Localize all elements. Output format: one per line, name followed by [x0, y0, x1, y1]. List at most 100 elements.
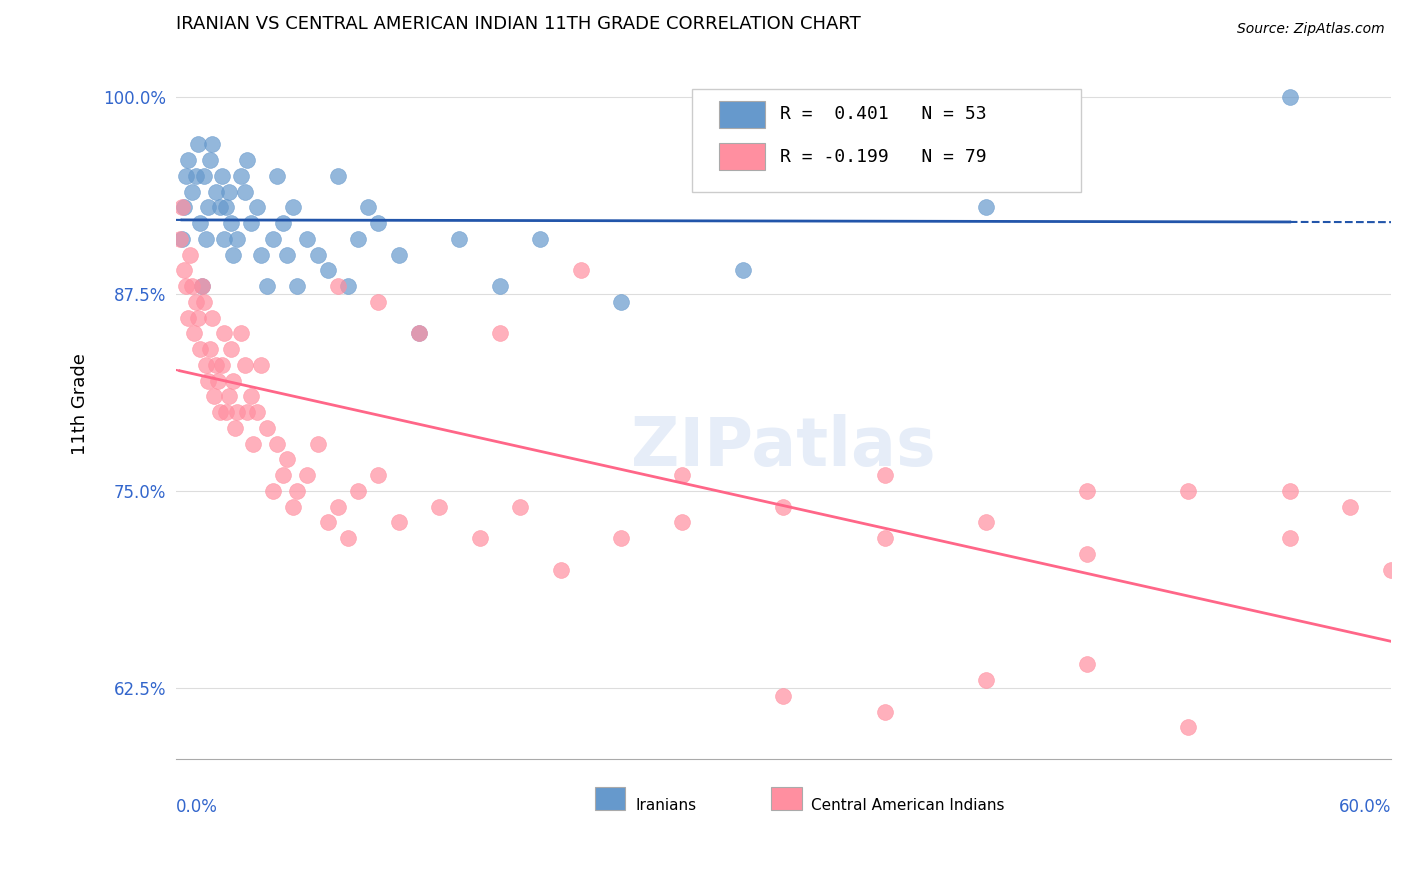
Point	[187, 310, 209, 325]
Point	[218, 389, 240, 403]
Bar	[718, 101, 765, 128]
Point	[256, 279, 278, 293]
Point	[209, 405, 232, 419]
Point	[225, 232, 247, 246]
Point	[1379, 563, 1402, 577]
Point	[297, 232, 319, 246]
Point	[529, 232, 551, 246]
Point	[337, 279, 360, 293]
Text: 60.0%: 60.0%	[1339, 797, 1391, 816]
Point	[610, 531, 633, 545]
Text: R = -0.199   N = 79: R = -0.199 N = 79	[780, 148, 987, 166]
Text: Iranians: Iranians	[636, 797, 696, 813]
Point	[285, 279, 308, 293]
Point	[1177, 483, 1199, 498]
Point	[211, 358, 233, 372]
Point	[200, 153, 222, 168]
Point	[191, 279, 214, 293]
Point	[974, 673, 997, 687]
Text: Source: ZipAtlas.com: Source: ZipAtlas.com	[1237, 22, 1385, 37]
Point	[256, 421, 278, 435]
Point	[326, 279, 349, 293]
Point	[191, 279, 214, 293]
Point	[1076, 657, 1098, 672]
Point	[276, 452, 298, 467]
Point	[1278, 483, 1301, 498]
Point	[169, 232, 191, 246]
Point	[297, 468, 319, 483]
Point	[193, 169, 215, 183]
Point	[173, 263, 195, 277]
Point	[181, 279, 204, 293]
Point	[357, 200, 380, 214]
Point	[250, 247, 273, 261]
Point	[1076, 547, 1098, 561]
Point	[569, 263, 592, 277]
Point	[239, 216, 262, 230]
Point	[367, 294, 389, 309]
Point	[214, 232, 236, 246]
Point	[1076, 483, 1098, 498]
Point	[873, 531, 896, 545]
Point	[610, 294, 633, 309]
Point	[246, 405, 269, 419]
Point	[174, 169, 197, 183]
Point	[170, 232, 193, 246]
Point	[177, 153, 200, 168]
Point	[224, 421, 246, 435]
Point	[187, 137, 209, 152]
Point	[184, 169, 207, 183]
Point	[239, 389, 262, 403]
Point	[229, 326, 252, 341]
Point	[179, 247, 201, 261]
Point	[489, 326, 512, 341]
Text: ZIPatlas: ZIPatlas	[631, 414, 936, 480]
Point	[974, 200, 997, 214]
Point	[200, 342, 222, 356]
Point	[207, 374, 229, 388]
Point	[219, 342, 242, 356]
Text: IRANIAN VS CENTRAL AMERICAN INDIAN 11TH GRADE CORRELATION CHART: IRANIAN VS CENTRAL AMERICAN INDIAN 11TH …	[176, 15, 860, 33]
Point	[307, 436, 329, 450]
Point	[197, 200, 219, 214]
Point	[427, 500, 450, 514]
Point	[188, 342, 211, 356]
Point	[195, 232, 218, 246]
Point	[671, 468, 693, 483]
Point	[1340, 500, 1362, 514]
Point	[408, 326, 430, 341]
Point	[271, 216, 294, 230]
Point	[873, 468, 896, 483]
Point	[193, 294, 215, 309]
Point	[188, 216, 211, 230]
Point	[235, 153, 257, 168]
Text: Central American Indians: Central American Indians	[811, 797, 1005, 813]
Point	[225, 405, 247, 419]
Point	[271, 468, 294, 483]
Point	[1177, 720, 1199, 734]
Point	[233, 358, 256, 372]
Point	[367, 216, 389, 230]
Point	[266, 436, 288, 450]
Point	[209, 200, 232, 214]
Point	[201, 137, 224, 152]
Point	[173, 200, 195, 214]
Point	[285, 483, 308, 498]
Point	[250, 358, 273, 372]
Point	[873, 705, 896, 719]
Point	[266, 169, 288, 183]
Point	[283, 500, 305, 514]
Point	[195, 358, 218, 372]
Point	[215, 200, 238, 214]
Point	[408, 326, 430, 341]
Text: R =  0.401   N = 53: R = 0.401 N = 53	[780, 105, 987, 123]
Point	[731, 263, 754, 277]
Point	[367, 468, 389, 483]
Bar	[595, 787, 626, 810]
Point	[316, 516, 339, 530]
Point	[205, 358, 228, 372]
Point	[229, 169, 252, 183]
FancyBboxPatch shape	[692, 89, 1081, 192]
Point	[671, 516, 693, 530]
Point	[262, 232, 284, 246]
